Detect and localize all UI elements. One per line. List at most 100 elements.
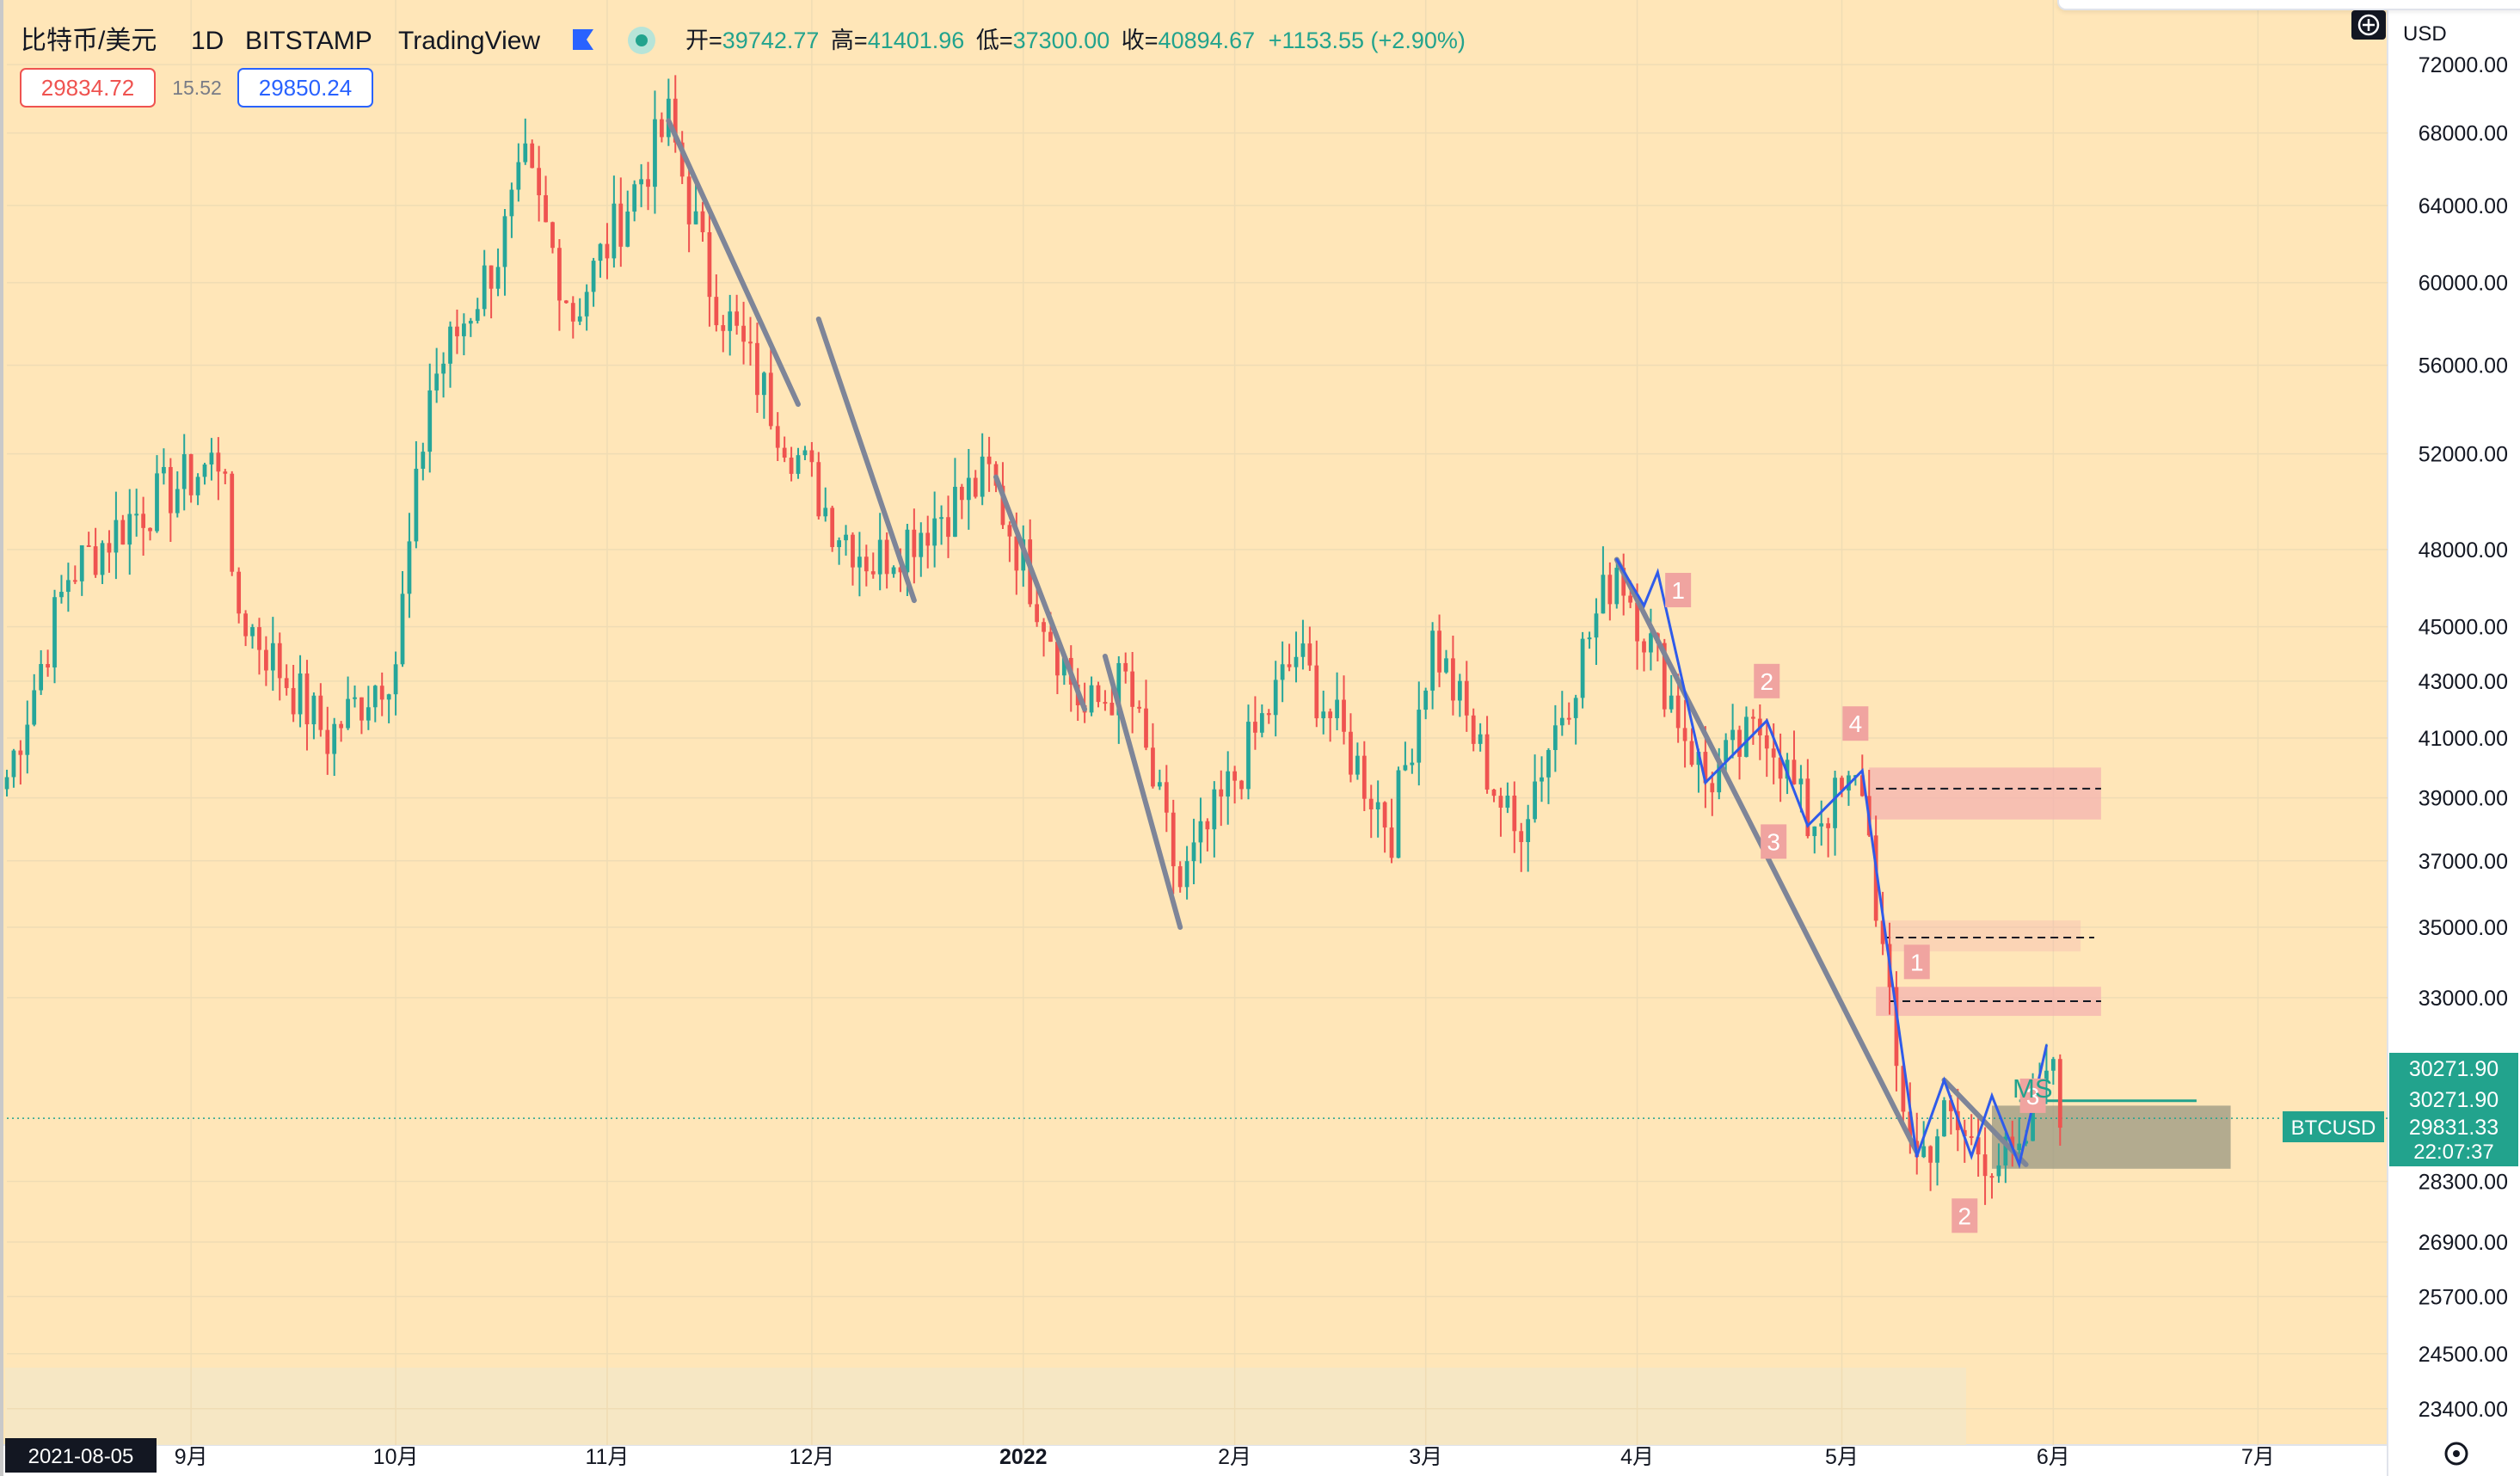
candle-body <box>79 544 84 581</box>
candle-body <box>2017 1143 2022 1151</box>
candle-body <box>304 673 310 725</box>
candle-body <box>1191 842 1196 862</box>
candle-body <box>986 456 992 464</box>
candle-body <box>1089 685 1094 713</box>
candle-body <box>509 189 514 217</box>
wave-label: 2 <box>1958 1202 1971 1229</box>
candle-body <box>768 372 773 427</box>
candle-body <box>1177 866 1183 888</box>
wave-label: 1 <box>1671 577 1685 604</box>
candle-body <box>270 643 275 671</box>
candle-body <box>1696 752 1701 766</box>
wave-label: 4 <box>1849 710 1863 737</box>
candle-body <box>86 544 91 547</box>
candle-body <box>966 477 971 501</box>
interval-label[interactable]: 1D <box>191 27 224 55</box>
open-value: 39742.77 <box>722 28 820 53</box>
candle-body <box>1730 729 1735 741</box>
low-label: 低= <box>976 28 1013 53</box>
candle-body <box>796 455 801 474</box>
price-badges: 30271.90 30271.90 BTCUSD 29831.33 22:07:… <box>2283 1053 2518 1166</box>
currency-label[interactable]: USD <box>2403 22 2447 46</box>
candle-body <box>1662 643 1667 710</box>
candle-body <box>2044 1070 2049 1080</box>
candle-body <box>1151 747 1155 787</box>
time-axis[interactable]: 9月 10月 11月 12月 2022 2月 3月 4月 5月 6月 7月 <box>175 1445 2275 1469</box>
current-price: 29831.33 <box>2409 1116 2498 1140</box>
candle-body <box>1607 575 1613 605</box>
candle-body <box>1335 699 1339 718</box>
settings-gear-icon[interactable] <box>2444 1442 2468 1466</box>
trend-line-2 <box>815 317 917 604</box>
x-tick-label: 6月 <box>2037 1445 2070 1469</box>
candle-body <box>4 777 9 790</box>
candle-body <box>734 311 740 326</box>
candle-body <box>891 567 896 575</box>
candle-body <box>1833 778 1837 828</box>
flag-icon[interactable] <box>573 29 593 50</box>
candle-body <box>155 473 159 532</box>
candle-body <box>1048 631 1053 643</box>
candle-body <box>898 567 903 573</box>
candle-body <box>1266 713 1271 716</box>
buy-price[interactable]: 29850.24 <box>259 75 352 101</box>
low-value: 37300.00 <box>1013 28 1110 53</box>
candle-body <box>1014 536 1019 571</box>
candle-body <box>857 557 862 568</box>
x-tick-label: 5月 <box>1825 1445 1859 1469</box>
x-tick-label: 2022 <box>999 1445 1048 1469</box>
candle-body <box>1157 782 1162 787</box>
symbol-tag-label: BTCUSD <box>2291 1116 2376 1140</box>
candle-body <box>468 320 473 324</box>
candle-body <box>877 539 882 575</box>
candle-body <box>202 464 207 477</box>
wave-label: 3 <box>2026 1083 2040 1110</box>
y-tick-label: 37000.00 <box>2419 850 2508 874</box>
symbol-price-tag[interactable] <box>2283 1111 2384 1142</box>
sell-button[interactable] <box>20 68 156 108</box>
marker-price-2: 30271.90 <box>2409 1088 2498 1112</box>
candle-body <box>1491 789 1497 796</box>
candle-body <box>837 540 841 548</box>
candle-body <box>1540 777 1544 782</box>
candle-body <box>1396 770 1401 858</box>
candle-body <box>495 267 501 289</box>
candle-body <box>1055 642 1060 676</box>
candle-body <box>823 507 828 517</box>
ms-label: MS <box>2013 1073 2053 1104</box>
candle-body <box>646 179 650 188</box>
candle-body <box>809 450 814 463</box>
candle-body <box>1000 485 1005 526</box>
candle-body <box>693 211 698 224</box>
candle-body <box>311 695 317 725</box>
candle-body <box>1785 760 1790 779</box>
x-tick-label: 12月 <box>789 1445 834 1469</box>
candle-body <box>216 452 221 472</box>
candle-body <box>1512 795 1517 832</box>
candle-body <box>728 311 733 331</box>
candle-body <box>1566 717 1571 720</box>
close-label: 收= <box>1122 28 1159 53</box>
symbol-name[interactable]: 比特币/美元 <box>21 27 157 55</box>
candle-body <box>1294 656 1299 667</box>
candle-body <box>284 678 289 688</box>
price-axis[interactable]: 72000.00 68000.00 64000.00 60000.00 56000.00… <box>2419 53 2508 1422</box>
candle-body <box>237 571 242 614</box>
candle-body <box>1533 781 1537 820</box>
candle-body <box>1061 657 1066 676</box>
candle-body <box>1144 708 1148 748</box>
settings-gear-center <box>2453 1450 2460 1457</box>
y-tick-label: 41000.00 <box>2419 727 2508 751</box>
buy-button[interactable] <box>237 68 373 108</box>
candle-body <box>1737 729 1742 757</box>
sell-price[interactable]: 29834.72 <box>41 75 134 101</box>
candle-body <box>400 593 405 665</box>
candle-body <box>1669 695 1674 710</box>
candle-body <box>325 729 330 754</box>
y-tick-label: 23400.00 <box>2419 1398 2508 1422</box>
candle-body <box>134 514 139 516</box>
candle-body <box>1880 920 1885 944</box>
candle-body <box>1976 1137 1981 1155</box>
candle-body <box>455 326 459 336</box>
